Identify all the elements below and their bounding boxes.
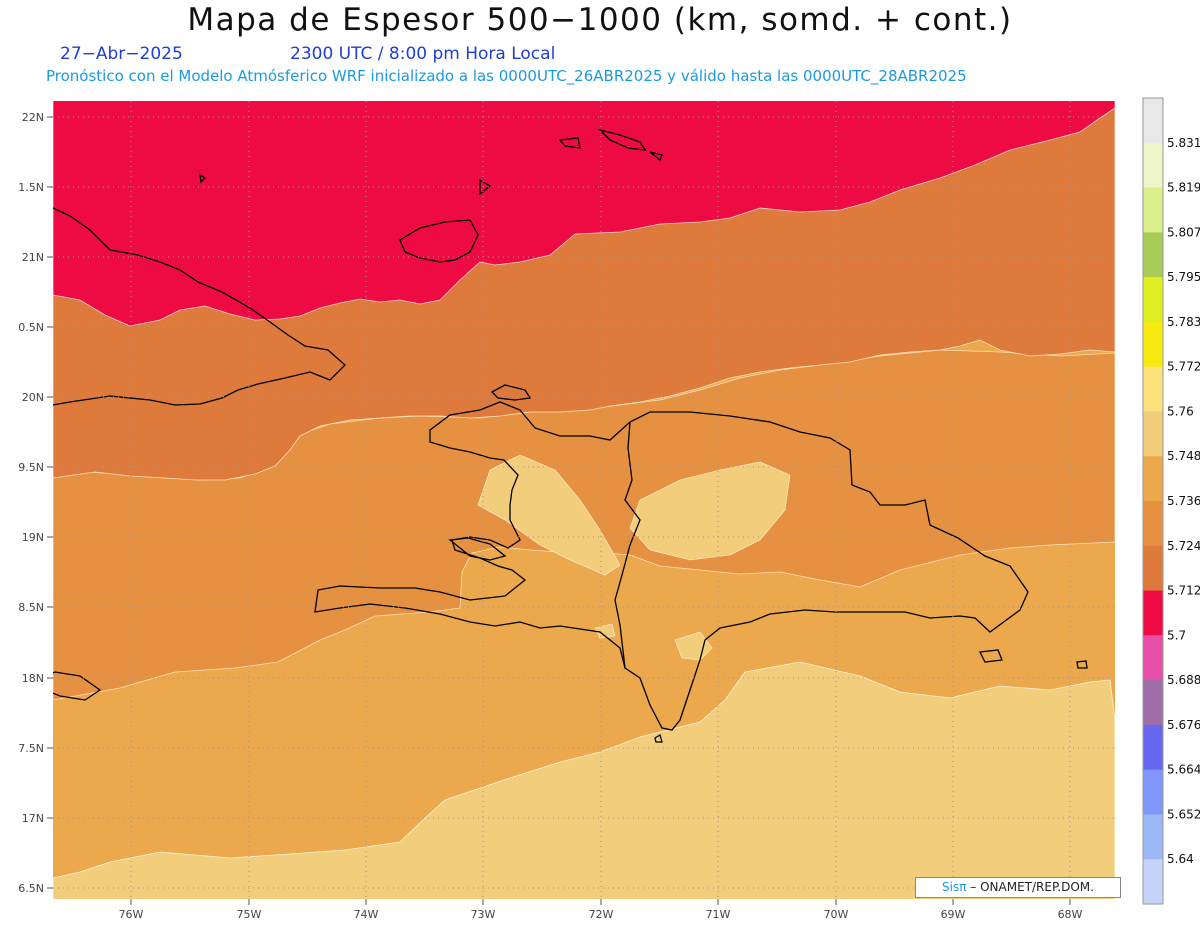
colorbar-swatch bbox=[1143, 187, 1163, 233]
colorbar-label: 5.772 bbox=[1167, 360, 1200, 374]
saona-island bbox=[979, 649, 1003, 663]
colorbar-frame bbox=[1142, 97, 1164, 905]
lon-label: 69W bbox=[941, 908, 966, 921]
credit-box: Sisπ – ONAMET/REP.DOM. bbox=[915, 877, 1121, 898]
colorbar-label: 5.831 bbox=[1167, 136, 1200, 150]
colorbar-swatch bbox=[1143, 590, 1163, 636]
colorbar-swatch bbox=[1143, 814, 1163, 860]
band-5-748 bbox=[53, 661, 1115, 899]
lon-label: 68W bbox=[1058, 908, 1083, 921]
colorbar-label: 5.664 bbox=[1167, 763, 1200, 777]
credit-text: – ONAMET/REP.DOM. bbox=[970, 880, 1094, 894]
haiti-dr-border bbox=[614, 421, 641, 669]
colorbar-label: 5.724 bbox=[1167, 539, 1200, 553]
colorbar-label: 5.712 bbox=[1167, 584, 1200, 598]
map-title: Mapa de Espesor 500−1000 (km, somd. + co… bbox=[187, 2, 1013, 38]
lon-label: 70W bbox=[824, 908, 849, 921]
colorbar-swatch bbox=[1143, 142, 1163, 189]
colorbar-swatch bbox=[1143, 456, 1163, 502]
colorbar-label: 5.783 bbox=[1167, 315, 1200, 329]
lat-label: 20N bbox=[22, 391, 44, 404]
lon-label: 71W bbox=[706, 908, 731, 921]
colorbar-label: 5.76 bbox=[1167, 404, 1194, 418]
jamaica-coastline bbox=[53, 671, 102, 701]
lon-label: 76W bbox=[119, 908, 144, 921]
longitude-ticks bbox=[130, 899, 1071, 905]
mona-island bbox=[1076, 660, 1088, 669]
colorbar: 5.831 5.819 5.807 5.795 5.783 5.772 5.76 5.748 5… bbox=[1143, 98, 1200, 905]
lat-label: 17N bbox=[22, 812, 44, 825]
lon-label: 73W bbox=[471, 908, 496, 921]
cuba-coastline bbox=[53, 207, 346, 406]
colorbar-swatch bbox=[1143, 859, 1163, 905]
lat-label: 0.5N bbox=[18, 321, 44, 334]
colorbar-label: 5.7 bbox=[1167, 628, 1186, 642]
colorbar-label: 5.795 bbox=[1167, 270, 1200, 284]
lon-label: 75W bbox=[237, 908, 262, 921]
tortuga-island bbox=[490, 384, 532, 401]
colorbar-swatch bbox=[1143, 769, 1163, 816]
colorbar-swatch bbox=[1143, 232, 1163, 278]
sispi-logo: Sisπ bbox=[942, 880, 967, 894]
beata-island bbox=[654, 734, 663, 743]
colorbar-swatch bbox=[1143, 366, 1163, 413]
coastlines bbox=[53, 128, 1088, 743]
forecast-date: 27−Abr−2025 bbox=[60, 44, 183, 64]
forecast-description: Pronóstico con el Modelo Atmósferico WRF… bbox=[46, 67, 967, 85]
colorbar-swatch bbox=[1143, 680, 1163, 726]
colorbar-swatch bbox=[1143, 98, 1163, 144]
longitude-labels: 76W 75W 74W 73W 72W 71W 70W 69W 68W bbox=[119, 908, 1083, 921]
colorbar-swatch bbox=[1143, 501, 1163, 547]
colorbar-swatch bbox=[1143, 411, 1163, 457]
colorbar-label: 5.748 bbox=[1167, 449, 1200, 463]
bahamas-islets bbox=[199, 128, 663, 196]
lat-label: 1.5N bbox=[18, 181, 44, 194]
colorbar-label: 5.652 bbox=[1167, 807, 1200, 821]
colorbar-label: 5.807 bbox=[1167, 225, 1200, 239]
colorbar-swatch bbox=[1143, 277, 1163, 323]
lat-label: 19N bbox=[22, 531, 44, 544]
lat-label: 22N bbox=[22, 111, 44, 124]
lat-label: 21N bbox=[22, 251, 44, 264]
colorbar-swatch bbox=[1143, 635, 1163, 681]
colorbar-label: 5.688 bbox=[1167, 673, 1200, 687]
colorbar-swatch bbox=[1143, 321, 1163, 368]
colorbar-label: 5.676 bbox=[1167, 718, 1200, 732]
forecast-time: 2300 UTC / 8:00 pm Hora Local bbox=[290, 44, 556, 64]
lon-label: 74W bbox=[354, 908, 379, 921]
colorbar-swatch bbox=[1143, 724, 1163, 771]
band-5-700 bbox=[53, 101, 1115, 327]
colorbar-swatch bbox=[1143, 545, 1163, 592]
latitude-ticks bbox=[47, 116, 53, 889]
lat-label: 6.5N bbox=[18, 882, 44, 895]
lat-label: 7.5N bbox=[18, 742, 44, 755]
bahamas-inagua bbox=[399, 219, 479, 263]
gonave-island bbox=[448, 537, 507, 561]
colorbar-label: 5.736 bbox=[1167, 494, 1200, 508]
latitude-labels: 22N 1.5N 21N 0.5N 20N 9.5N 19N 8.5N 18N … bbox=[18, 111, 44, 895]
lat-label: 8.5N bbox=[18, 601, 44, 614]
colorbar-label: 5.819 bbox=[1167, 181, 1200, 195]
hispaniola-coastline bbox=[314, 401, 1029, 731]
colorbar-label: 5.64 bbox=[1167, 852, 1194, 866]
lat-label: 18N bbox=[22, 672, 44, 685]
longitude-gridlines bbox=[130, 101, 1071, 899]
lat-label: 9.5N bbox=[18, 461, 44, 474]
thickness-fill-layers bbox=[53, 101, 1115, 899]
lon-label: 72W bbox=[589, 908, 614, 921]
